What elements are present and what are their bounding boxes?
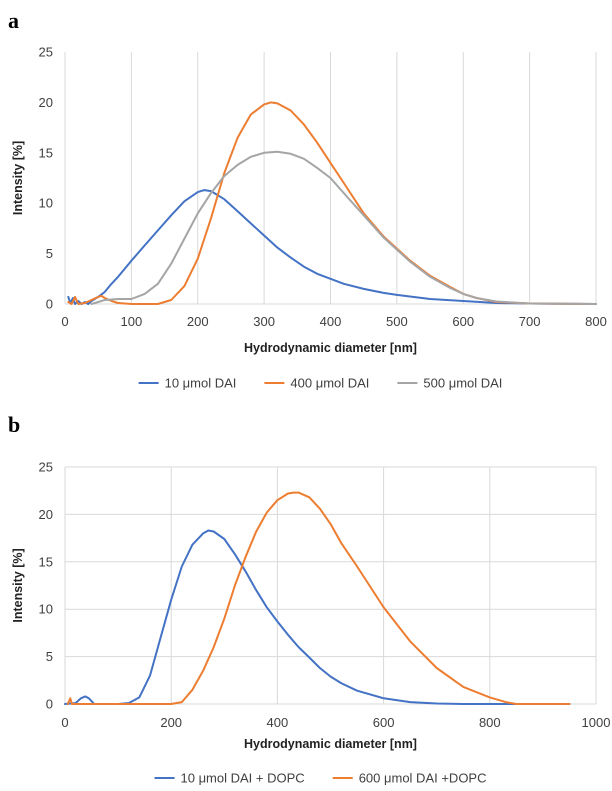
legend: 10 μmol DAI 400 μmol DAI 500 μmol DAI <box>138 376 502 391</box>
panel-label: b <box>8 412 20 437</box>
series-line-0 <box>64 529 571 705</box>
y-tick-label: 5 <box>46 649 53 664</box>
y-axis-title: Intensity [%] <box>11 141 25 215</box>
legend-item: 400 μmol DAI <box>264 376 369 391</box>
x-tick-label: 300 <box>253 314 275 329</box>
y-tick-label: 0 <box>46 297 53 312</box>
y-tick-label: 10 <box>39 196 53 211</box>
x-tick-label: 400 <box>267 715 289 730</box>
legend-label: 10 μmol DAI + DOPC <box>181 771 305 786</box>
x-tick-label: 600 <box>452 314 474 329</box>
x-tick-label: 700 <box>519 314 541 329</box>
legend-item: 10 μmol DAI <box>138 376 237 391</box>
y-tick-label: 25 <box>39 45 53 60</box>
y-tick-label: 0 <box>46 697 53 712</box>
legend-label: 600 μmol DAI +DOPC <box>359 771 487 786</box>
y-tick-label: 20 <box>39 507 53 522</box>
x-tick-label: 800 <box>585 314 607 329</box>
y-tick-label: 15 <box>39 145 53 160</box>
y-tick-label: 25 <box>39 460 53 475</box>
x-tick-label: 0 <box>61 715 68 730</box>
series-line-1 <box>67 101 597 305</box>
legend-item: 10 μmol DAI + DOPC <box>154 771 305 786</box>
x-axis-title: Hydrodynamic diameter [nm] <box>244 737 417 751</box>
chart-panel-b: b 0 5 10 15 20 25 0 200 400 600 800 1000 Hydrodynamic… <box>8 412 610 786</box>
panel-label: a <box>8 8 19 33</box>
legend-label: 400 μmol DAI <box>290 376 369 391</box>
x-tick-label: 200 <box>187 314 209 329</box>
x-tick-label: 600 <box>373 715 395 730</box>
x-tick-label: 500 <box>386 314 408 329</box>
series-line-0 <box>67 189 597 305</box>
legend-label: 10 μmol DAI <box>165 376 237 391</box>
y-tick-label: 5 <box>46 246 53 261</box>
x-tick-label: 800 <box>479 715 501 730</box>
y-tick-label: 20 <box>39 95 53 110</box>
y-tick-label: 10 <box>39 602 53 617</box>
y-axis-title: Intensity [%] <box>11 548 25 622</box>
x-tick-label: 0 <box>61 314 68 329</box>
legend-label: 500 μmol DAI <box>423 376 502 391</box>
legend-item: 500 μmol DAI <box>397 376 502 391</box>
x-axis-title: Hydrodynamic diameter [nm] <box>244 341 417 355</box>
legend-item: 600 μmol DAI +DOPC <box>332 771 487 786</box>
x-tick-label: 1000 <box>582 715 611 730</box>
x-tick-label: 200 <box>160 715 182 730</box>
legend: 10 μmol DAI + DOPC 600 μmol DAI +DOPC <box>154 771 487 786</box>
y-tick-label: 15 <box>39 554 53 569</box>
chart-panel-a: a 0 5 10 15 20 25 0 100 200 300 400 500 600 700 800 Hydr… <box>8 8 607 391</box>
series-line-2 <box>90 150 597 305</box>
series-line-1 <box>66 491 571 705</box>
x-tick-label: 100 <box>121 314 143 329</box>
x-tick-label: 400 <box>320 314 342 329</box>
